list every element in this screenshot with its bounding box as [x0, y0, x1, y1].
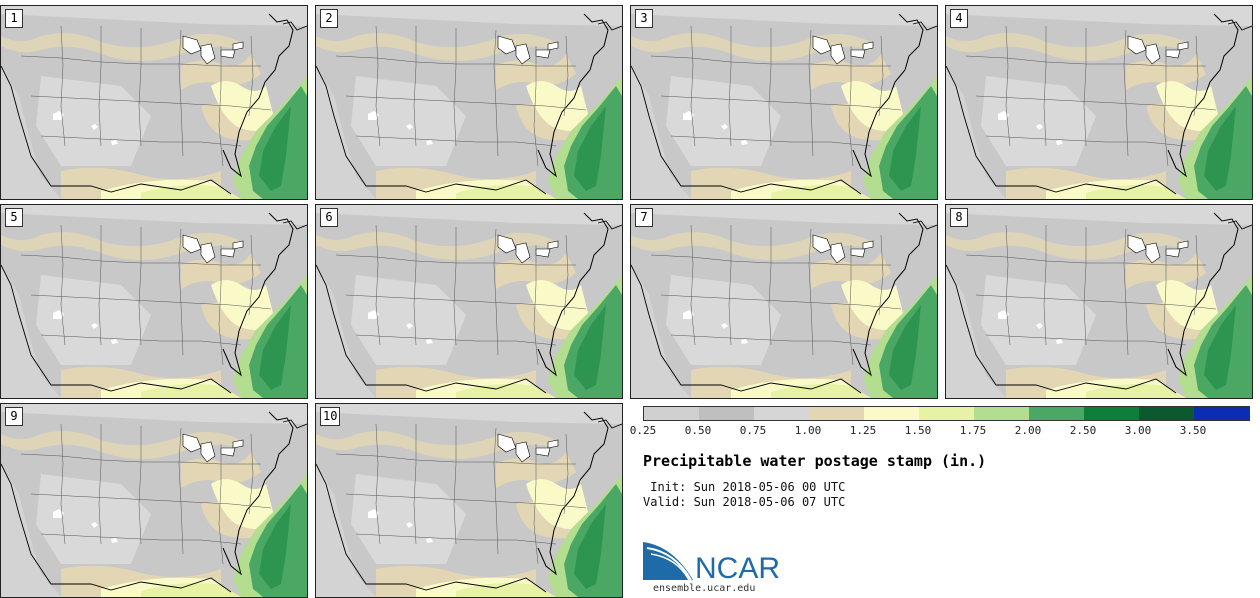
panel-label: 2 — [320, 9, 338, 28]
panel-label: 8 — [950, 208, 968, 227]
colorbar-tick-label: 3.00 — [1124, 424, 1152, 437]
colorbar-segment — [1084, 407, 1139, 420]
map-panel-3: 3 — [630, 5, 938, 200]
map-panel-10: 10 — [315, 403, 623, 598]
colorbar-tick-label: 1.00 — [794, 424, 822, 437]
panel-label: 10 — [320, 407, 341, 426]
colorbar-segment — [919, 407, 974, 420]
colorbar-tick-label: 0.25 — [629, 424, 657, 437]
colorbar-segment — [1029, 407, 1084, 420]
panel-label: 9 — [5, 407, 23, 426]
ncar-logo: NCAR — [643, 540, 793, 586]
panel-label: 3 — [635, 9, 653, 28]
colorbar-tick-label: 0.50 — [684, 424, 712, 437]
colorbar-segment — [1139, 407, 1194, 420]
panel-label: 7 — [635, 208, 653, 227]
logo-text: NCAR — [695, 552, 780, 582]
colorbar-tick-label: 1.50 — [904, 424, 932, 437]
valid-time: Valid: Sun 2018-05-06 07 UTC — [643, 495, 846, 509]
colorbar-segment — [699, 407, 754, 420]
colorbar-segment — [1194, 407, 1249, 420]
map-panel-6: 6 — [315, 204, 623, 399]
map-panel-4: 4 — [945, 5, 1253, 200]
colorbar-tick-label: 1.25 — [849, 424, 877, 437]
map-panel-8: 8 — [945, 204, 1253, 399]
map-panel-7: 7 — [630, 204, 938, 399]
colorbar-segment — [644, 407, 699, 420]
init-time: Init: Sun 2018-05-06 00 UTC — [643, 480, 846, 494]
panel-label: 5 — [5, 208, 23, 227]
colorbar-segment — [809, 407, 864, 420]
colorbar-segment — [974, 407, 1029, 420]
colorbar-tick-label: 0.75 — [739, 424, 767, 437]
colorbar-tick-label: 1.75 — [959, 424, 987, 437]
site-url: ensemble.ucar.edu — [653, 583, 756, 594]
chart-title: Precipitable water postage stamp (in.) — [643, 452, 987, 470]
colorbar-tick-label: 2.50 — [1069, 424, 1097, 437]
colorbar — [643, 406, 1250, 421]
map-panel-2: 2 — [315, 5, 623, 200]
panel-label: 4 — [950, 9, 968, 28]
map-panel-5: 5 — [0, 204, 308, 399]
colorbar-tick-label: 2.00 — [1014, 424, 1042, 437]
map-panel-1: 1 — [0, 5, 308, 200]
panel-label: 6 — [320, 208, 338, 227]
map-panel-9: 9 — [0, 403, 308, 598]
panel-label: 1 — [5, 9, 23, 28]
colorbar-tick-label: 3.50 — [1179, 424, 1207, 437]
colorbar-segment — [754, 407, 809, 420]
colorbar-segment — [864, 407, 919, 420]
